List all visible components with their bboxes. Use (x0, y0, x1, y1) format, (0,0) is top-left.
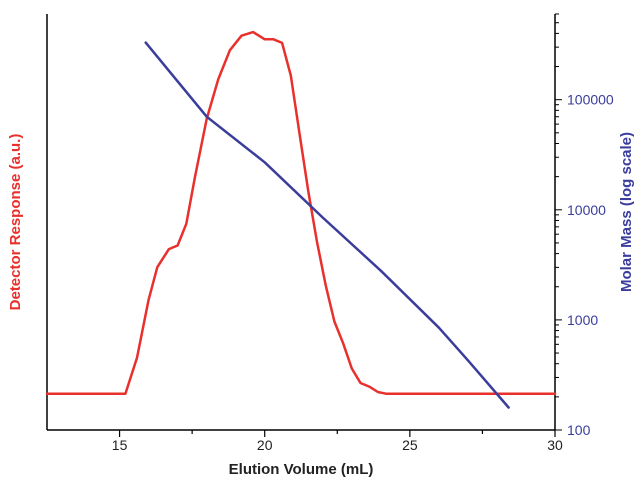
y-right-tick-label: 100000 (567, 92, 614, 108)
x-tick-label: 20 (257, 437, 273, 453)
detector-response-line (45, 30, 557, 396)
x-ticks: 15 20 25 30 (112, 430, 563, 453)
y-right-axis-label: Molar Mass (log scale) (618, 132, 635, 292)
y-right-tick-label: 1000 (567, 312, 598, 328)
x-axis-label: Elution Volume (mL) (229, 461, 374, 478)
x-tick-label: 15 (112, 437, 128, 453)
x-tick-label: 30 (547, 437, 563, 453)
y-left-axis-label: Detector Response (a.u.) (7, 134, 24, 311)
x-tick-label: 25 (402, 437, 418, 453)
molar-mass-line (144, 41, 510, 409)
axes (46, 14, 556, 431)
y-right-tick-label: 10000 (567, 202, 606, 218)
y-right-tick-label: 100 (567, 422, 591, 438)
series-group (45, 30, 557, 409)
y-right-ticks: 100 1000 10000 100000 (555, 13, 614, 438)
